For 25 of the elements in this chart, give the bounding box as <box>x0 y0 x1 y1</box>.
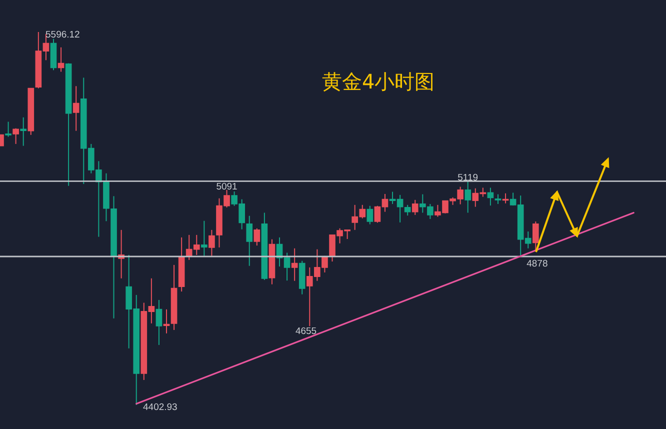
candlestick <box>494 194 502 204</box>
candlestick <box>20 116 27 146</box>
annotation: 4655 <box>295 326 317 337</box>
annotation: 5091 <box>216 181 238 192</box>
candlestick <box>201 220 208 256</box>
candlestick <box>291 248 298 282</box>
candlestick <box>208 229 215 256</box>
candlestick <box>487 187 494 206</box>
candlestick <box>366 205 374 225</box>
candlestick <box>246 215 253 266</box>
candlestick <box>404 204 411 216</box>
candlestick <box>412 199 418 216</box>
text: 黄金4小时图 <box>322 70 435 94</box>
candlestick <box>254 228 260 246</box>
candlestick <box>156 299 162 346</box>
annotation: 4878 <box>526 258 548 270</box>
candlestick <box>72 86 80 132</box>
candlestick <box>163 308 170 334</box>
candlestick <box>5 121 12 138</box>
annotation: 4402.93 <box>143 402 178 413</box>
candlestick <box>532 220 539 252</box>
candlestick <box>58 46 64 72</box>
candlestick <box>464 180 472 214</box>
annotation: 5596.12 <box>46 30 80 40</box>
candlestick <box>12 128 19 144</box>
